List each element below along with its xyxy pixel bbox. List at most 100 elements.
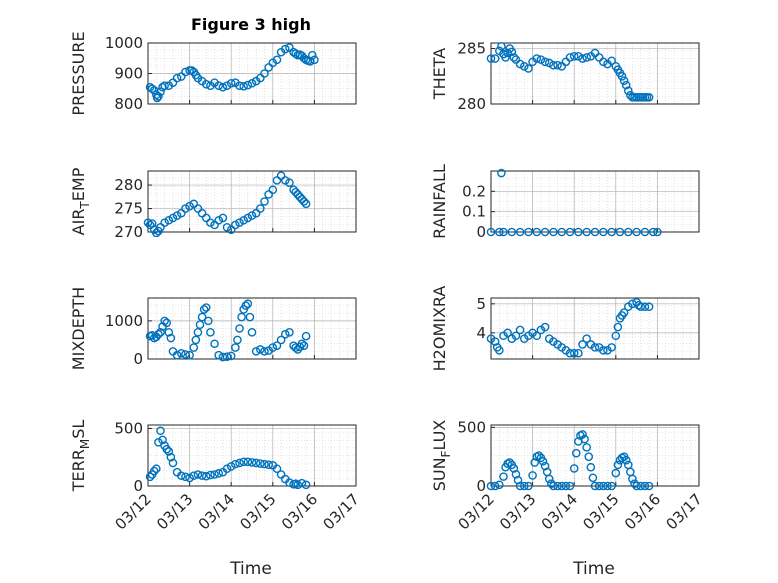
data-point [557, 481, 567, 491]
y-tick-label: 0.2 [462, 182, 486, 200]
data-point [231, 459, 240, 469]
data-point [239, 215, 248, 225]
data-point [197, 312, 207, 322]
data-point [191, 335, 201, 345]
data-point [272, 464, 282, 474]
data-point [540, 227, 550, 237]
data-point [636, 481, 646, 491]
data-point [503, 328, 512, 338]
data-point [193, 470, 203, 479]
data-point [486, 54, 496, 63]
data-point [603, 481, 612, 491]
data-point [158, 435, 167, 445]
data-point [272, 176, 282, 185]
data-point [569, 348, 579, 358]
data-point [310, 55, 319, 65]
data-point [162, 444, 172, 454]
y-axis-label: TERRMSL [69, 420, 92, 493]
data-point [623, 86, 633, 95]
data-point [648, 227, 658, 237]
data-point [607, 227, 616, 237]
data-point [528, 471, 537, 480]
y-tick-label: 280 [457, 95, 486, 113]
x-axis-label-left: Time [229, 559, 272, 579]
data-point [301, 480, 311, 490]
data-point [185, 201, 194, 211]
data-point [621, 455, 631, 465]
data-point [486, 481, 496, 491]
data-point [565, 53, 575, 62]
data-point [251, 458, 261, 468]
data-point [204, 316, 213, 326]
data-point [152, 228, 161, 237]
data-point [519, 481, 529, 491]
data-point [599, 227, 608, 237]
data-point [247, 211, 257, 220]
series-markers [145, 299, 311, 362]
data-point [272, 55, 282, 65]
data-point [594, 53, 604, 62]
axes-box [147, 170, 357, 233]
data-point [214, 81, 224, 90]
data-point [565, 481, 575, 491]
data-point [495, 480, 504, 490]
data-point [490, 481, 500, 491]
data-point [582, 442, 591, 452]
data-point [632, 227, 641, 237]
x-tick-label: 03/12 [112, 490, 155, 533]
data-point [156, 426, 165, 436]
data-point [154, 329, 163, 339]
data-point [199, 305, 209, 314]
data-point [578, 340, 587, 349]
data-point [557, 61, 567, 71]
data-point [276, 335, 286, 345]
data-point [501, 53, 510, 62]
data-point [289, 185, 298, 195]
data-point [260, 197, 269, 206]
data-point [260, 347, 269, 356]
data-point [201, 471, 211, 481]
data-point [621, 80, 631, 90]
data-point [206, 218, 215, 227]
data-point [507, 227, 517, 237]
data-point [599, 345, 608, 355]
y-tick-label: 900 [114, 65, 143, 83]
data-point [549, 227, 558, 237]
data-point [574, 227, 583, 237]
data-point [544, 58, 554, 68]
data-point [193, 204, 203, 213]
data-point [511, 331, 521, 341]
data-point [222, 464, 232, 474]
data-point [532, 54, 542, 63]
x-tick-label: 03/17 [320, 490, 363, 533]
data-point [268, 185, 278, 195]
data-point [291, 343, 300, 352]
y-tick-label: 285 [457, 40, 486, 58]
data-point [280, 44, 290, 54]
panel-theta: 280 285 THETA [430, 40, 700, 113]
data-point [218, 352, 228, 362]
data-point [540, 57, 550, 67]
axes-box [147, 297, 357, 360]
data-point [247, 328, 257, 337]
data-point [168, 458, 178, 468]
data-point [176, 208, 186, 218]
data-point [206, 470, 215, 480]
data-point [243, 213, 253, 223]
data-point [164, 447, 174, 456]
data-point [241, 301, 251, 310]
y-axis-label: THETA [430, 48, 449, 100]
data-point [264, 63, 273, 72]
data-point [495, 227, 504, 237]
data-point [503, 48, 512, 58]
data-point [168, 213, 178, 223]
data-point [147, 84, 157, 94]
data-point [569, 464, 579, 473]
y-tick-label: 4 [476, 324, 486, 342]
data-point [243, 457, 253, 467]
series-markers [486, 168, 662, 237]
data-point [251, 347, 261, 356]
data-point [590, 343, 600, 352]
data-point [166, 452, 176, 462]
data-point [497, 42, 506, 51]
